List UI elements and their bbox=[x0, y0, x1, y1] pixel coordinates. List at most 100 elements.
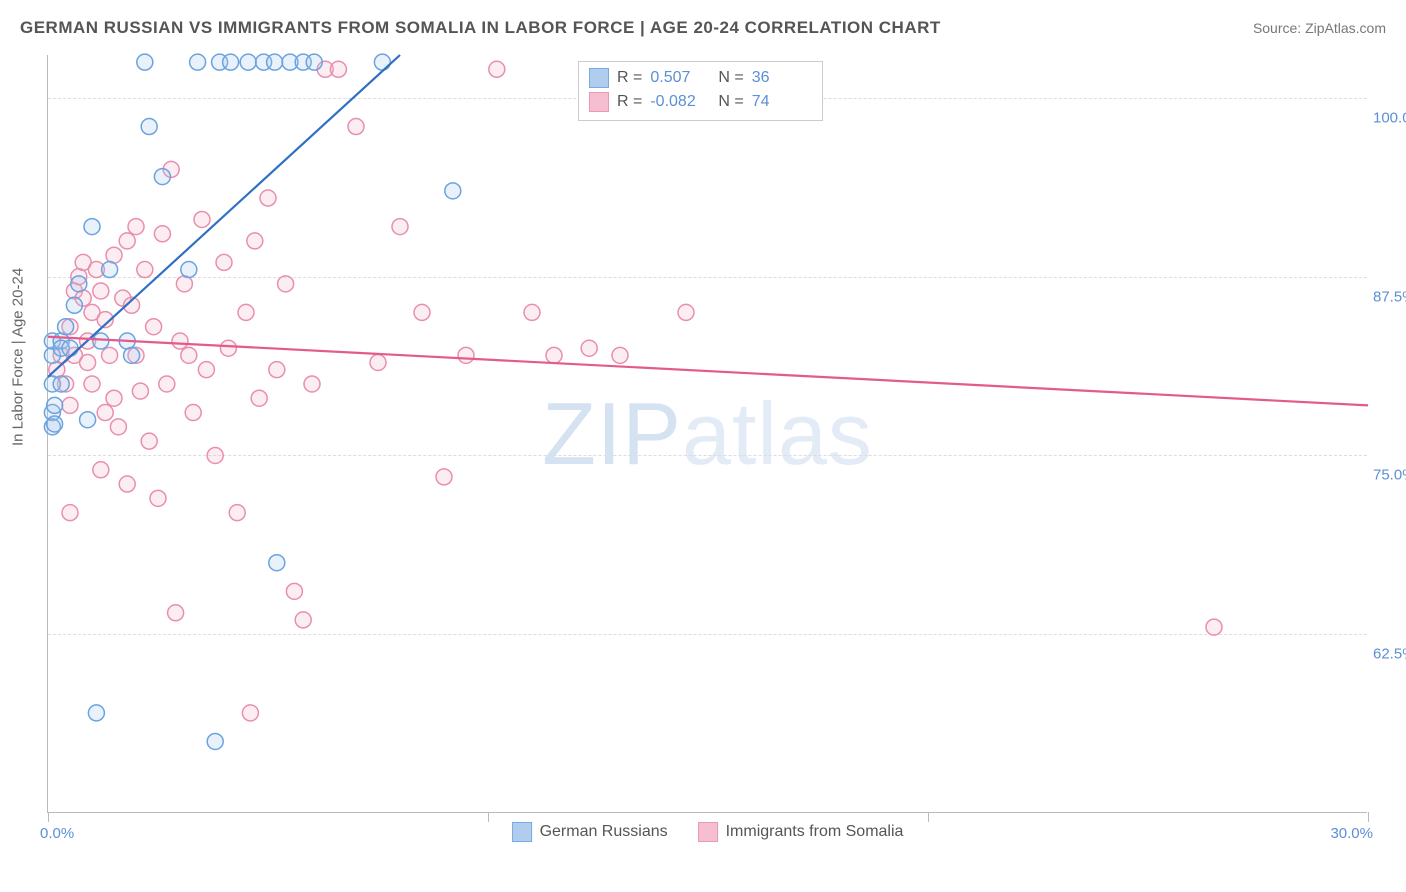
data-point bbox=[207, 733, 223, 749]
plot-area: ZIPatlas 62.5%75.0%87.5%100.0% R = 0.507… bbox=[47, 55, 1367, 813]
data-point bbox=[612, 347, 628, 363]
data-point bbox=[141, 433, 157, 449]
data-point bbox=[58, 319, 74, 335]
data-point bbox=[141, 119, 157, 135]
data-point bbox=[286, 583, 302, 599]
r-value-1: -0.082 bbox=[650, 90, 710, 114]
corr-row-0: R = 0.507 N = 36 bbox=[589, 66, 812, 90]
data-point bbox=[581, 340, 597, 356]
x-min-label: 0.0% bbox=[40, 825, 74, 842]
data-point bbox=[71, 276, 87, 292]
series-legend: German Russians Immigrants from Somalia bbox=[512, 822, 904, 842]
data-point bbox=[93, 283, 109, 299]
data-point bbox=[678, 304, 694, 320]
data-point bbox=[267, 54, 283, 70]
data-point bbox=[159, 376, 175, 392]
data-point bbox=[330, 61, 346, 77]
data-point bbox=[306, 54, 322, 70]
data-point bbox=[229, 505, 245, 521]
data-point bbox=[84, 219, 100, 235]
data-point bbox=[374, 54, 390, 70]
data-point bbox=[238, 304, 254, 320]
data-point bbox=[1206, 619, 1222, 635]
data-point bbox=[295, 612, 311, 628]
data-point bbox=[348, 119, 364, 135]
data-point bbox=[124, 347, 140, 363]
n-value-0: 36 bbox=[752, 66, 812, 90]
data-point bbox=[47, 397, 63, 413]
x-tick bbox=[488, 812, 489, 822]
data-point bbox=[181, 262, 197, 278]
data-point bbox=[93, 462, 109, 478]
data-point bbox=[190, 54, 206, 70]
data-point bbox=[304, 376, 320, 392]
data-point bbox=[137, 54, 153, 70]
data-point bbox=[260, 190, 276, 206]
source-label: Source: ZipAtlas.com bbox=[1253, 20, 1386, 36]
x-max-label: 30.0% bbox=[1330, 825, 1373, 842]
data-point bbox=[524, 304, 540, 320]
data-point bbox=[278, 276, 294, 292]
n-label: N = bbox=[718, 90, 743, 114]
data-point bbox=[119, 233, 135, 249]
y-axis-title: In Labor Force | Age 20-24 bbox=[10, 268, 27, 446]
data-point bbox=[97, 405, 113, 421]
data-point bbox=[414, 304, 430, 320]
legend-item-0: German Russians bbox=[512, 822, 668, 842]
data-point bbox=[93, 333, 109, 349]
legend-label-1: Immigrants from Somalia bbox=[726, 823, 904, 841]
title-bar: GERMAN RUSSIAN VS IMMIGRANTS FROM SOMALI… bbox=[20, 18, 1386, 38]
data-point bbox=[436, 469, 452, 485]
chart-container: GERMAN RUSSIAN VS IMMIGRANTS FROM SOMALI… bbox=[0, 0, 1406, 892]
data-point bbox=[172, 333, 188, 349]
data-point bbox=[106, 247, 122, 263]
data-point bbox=[198, 362, 214, 378]
data-point bbox=[223, 54, 239, 70]
data-point bbox=[445, 183, 461, 199]
n-label: N = bbox=[718, 66, 743, 90]
data-point bbox=[53, 376, 69, 392]
data-point bbox=[185, 405, 201, 421]
data-point bbox=[242, 705, 258, 721]
data-point bbox=[154, 169, 170, 185]
data-point bbox=[62, 340, 78, 356]
data-point bbox=[80, 412, 96, 428]
r-label: R = bbox=[617, 66, 642, 90]
data-point bbox=[489, 61, 505, 77]
data-point bbox=[392, 219, 408, 235]
data-point bbox=[216, 254, 232, 270]
data-point bbox=[546, 347, 562, 363]
data-point bbox=[102, 262, 118, 278]
data-point bbox=[106, 390, 122, 406]
data-point bbox=[176, 276, 192, 292]
data-point bbox=[62, 397, 78, 413]
x-tick bbox=[48, 812, 49, 822]
data-point bbox=[119, 476, 135, 492]
x-tick bbox=[928, 812, 929, 822]
data-point bbox=[66, 297, 82, 313]
data-point bbox=[194, 211, 210, 227]
data-point bbox=[168, 605, 184, 621]
data-point bbox=[150, 490, 166, 506]
data-point bbox=[269, 555, 285, 571]
data-point bbox=[154, 226, 170, 242]
y-tick-label: 75.0% bbox=[1373, 467, 1406, 484]
data-point bbox=[80, 354, 96, 370]
trend-line bbox=[48, 337, 1368, 406]
legend-swatch-0 bbox=[589, 68, 609, 88]
correlation-legend: R = 0.507 N = 36 R = -0.082 N = 74 bbox=[578, 61, 823, 121]
data-point bbox=[88, 705, 104, 721]
data-point bbox=[370, 354, 386, 370]
data-point bbox=[247, 233, 263, 249]
data-point bbox=[458, 347, 474, 363]
legend-item-1: Immigrants from Somalia bbox=[698, 822, 904, 842]
y-tick-label: 62.5% bbox=[1373, 646, 1406, 663]
n-value-1: 74 bbox=[752, 90, 812, 114]
data-point bbox=[132, 383, 148, 399]
data-point bbox=[240, 54, 256, 70]
data-point bbox=[207, 447, 223, 463]
legend-swatch-0b bbox=[512, 822, 532, 842]
y-tick-label: 87.5% bbox=[1373, 288, 1406, 305]
data-point bbox=[220, 340, 236, 356]
trend-line bbox=[48, 55, 400, 377]
